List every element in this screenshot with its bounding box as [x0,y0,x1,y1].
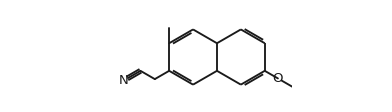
Text: O: O [273,72,283,85]
Text: N: N [119,74,129,87]
